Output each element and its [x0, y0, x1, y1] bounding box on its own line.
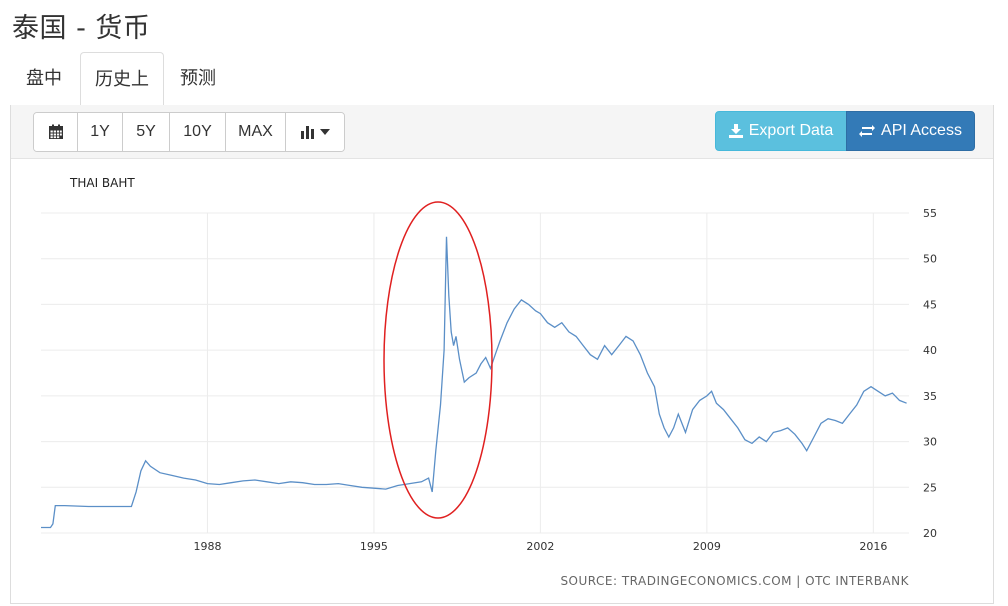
calendar-button[interactable] — [34, 113, 78, 151]
api-access-label: API Access — [881, 122, 962, 139]
chart-toolbar: 1Y 5Y 10Y MAX Export Data — [11, 105, 993, 159]
tab-intraday[interactable]: 盘中 — [26, 68, 62, 89]
range-5y-button[interactable]: 5Y — [123, 113, 170, 151]
download-icon — [728, 124, 743, 138]
series-line-thai-baht — [41, 236, 907, 529]
tab-historical[interactable]: 历史上 — [80, 52, 164, 107]
x-tick-label: 2009 — [693, 540, 721, 553]
chart-source: SOURCE: TRADINGECONOMICS.COM | OTC INTER… — [560, 574, 909, 588]
y-tick-label: 20 — [923, 527, 937, 540]
y-tick-label: 40 — [923, 344, 937, 357]
line-chart: THAI BAHT 20 25 30 35 40 45 50 55 1988 1995 2002 2… — [41, 176, 937, 588]
y-tick-label: 25 — [923, 481, 937, 494]
range-10y-button[interactable]: 10Y — [170, 113, 226, 151]
y-tick-label: 45 — [923, 298, 937, 311]
export-data-label: Export Data — [748, 122, 834, 139]
api-access-button[interactable]: API Access — [846, 111, 975, 151]
x-tick-label: 2016 — [859, 540, 887, 553]
chart-title: THAI BAHT — [69, 176, 135, 190]
caret-down-icon — [320, 129, 330, 135]
y-tick-label: 55 — [923, 207, 937, 220]
export-data-button[interactable]: Export Data — [715, 111, 847, 151]
y-tick-label: 30 — [923, 436, 937, 449]
range-button-group: 1Y 5Y 10Y MAX — [33, 112, 345, 152]
chart-panel: 1Y 5Y 10Y MAX Export Data — [10, 105, 994, 604]
y-tick-label: 35 — [923, 390, 937, 403]
exchange-icon — [859, 125, 876, 137]
x-tick-label: 1988 — [193, 540, 221, 553]
x-tick-label: 1995 — [360, 540, 388, 553]
x-tick-label: 2002 — [526, 540, 554, 553]
tab-bar: 盘中 历史上 预测 — [10, 52, 994, 107]
range-1y-button[interactable]: 1Y — [78, 113, 123, 151]
range-max-button[interactable]: MAX — [226, 113, 286, 151]
tab-forecast[interactable]: 预测 — [180, 68, 216, 89]
y-tick-label: 50 — [923, 253, 937, 266]
calendar-icon — [48, 124, 63, 139]
chart-type-dropdown[interactable] — [286, 113, 344, 151]
bar-chart-icon — [301, 126, 314, 139]
page-title: 泰国 - 货币 — [12, 13, 151, 44]
highlight-ellipse — [383, 201, 493, 519]
